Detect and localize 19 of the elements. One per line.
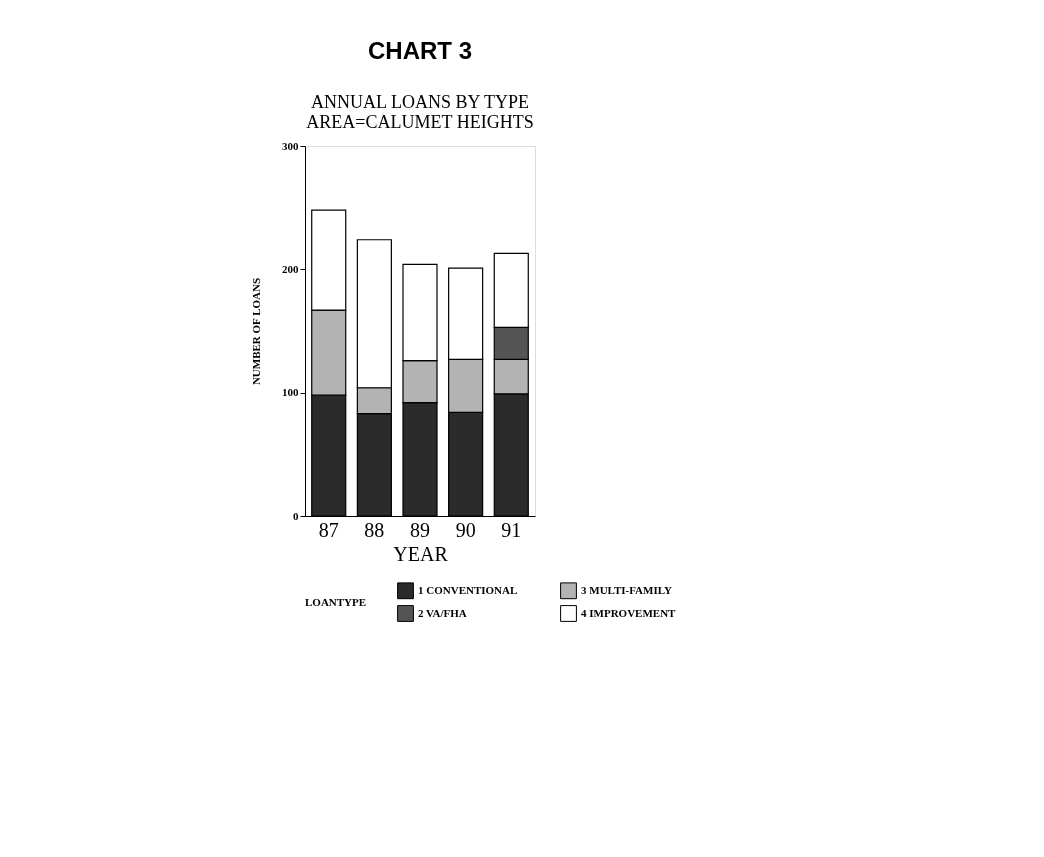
y-axis-title: NUMBER OF LOANS bbox=[250, 277, 262, 386]
y-tick-label: 0 bbox=[293, 509, 299, 522]
y-tick-label: 200 bbox=[282, 262, 299, 275]
text: ANNUAL LOANS BY TYPE bbox=[311, 92, 529, 112]
legend-label: 2 VA/FHA bbox=[418, 606, 467, 619]
x-tick-label: 88 bbox=[364, 518, 385, 541]
legend-label: 4 IMPROVEMENT bbox=[581, 606, 677, 619]
x-tick-label: 91 bbox=[501, 518, 522, 541]
y-tick-label: 300 bbox=[282, 139, 299, 152]
y-tick-label: 100 bbox=[282, 386, 299, 399]
x-axis-title: YEAR bbox=[393, 542, 449, 565]
x-tick-label: 90 bbox=[455, 518, 476, 541]
x-tick-label: 87 bbox=[318, 518, 339, 541]
text: AREA=CALUMET HEIGHTS bbox=[306, 112, 534, 132]
legend-title: LOANTYPE bbox=[305, 596, 367, 608]
legend-label: 1 CONVENTIONAL bbox=[418, 583, 518, 596]
x-tick-label: 89 bbox=[410, 518, 430, 541]
legend-label: 3 MULTI-FAMILY bbox=[581, 583, 673, 596]
chart-title: CHART 3 bbox=[367, 37, 473, 64]
